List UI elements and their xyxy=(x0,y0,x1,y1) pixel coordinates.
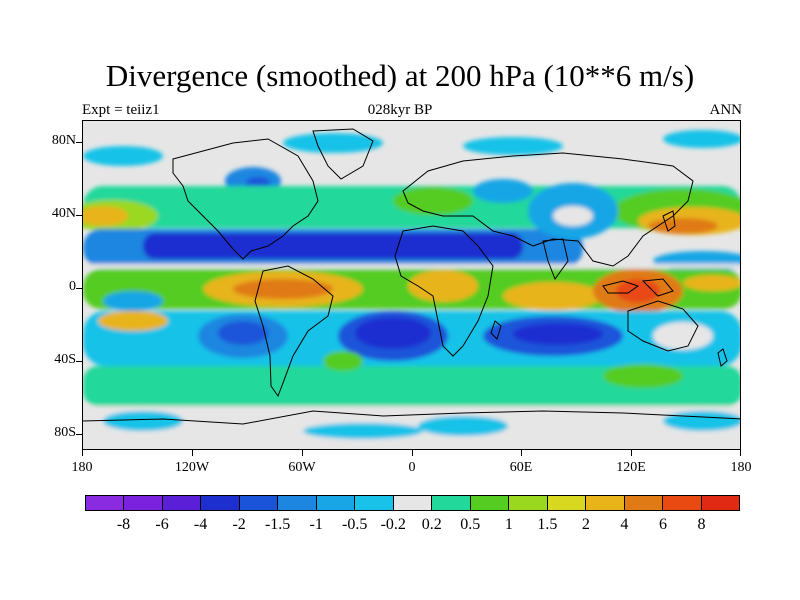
y-tick xyxy=(76,142,82,143)
colorbar-swatch xyxy=(509,496,548,510)
x-tick xyxy=(740,450,741,456)
y-tick xyxy=(76,361,82,362)
time-label: 028kyr BP xyxy=(367,102,433,118)
colorbar-swatch xyxy=(162,496,202,510)
colorbar-label: -0.5 xyxy=(342,516,368,533)
colorbar-label: -0.2 xyxy=(380,516,406,533)
colorbar-label: -4 xyxy=(193,516,208,533)
colorbar-swatch xyxy=(239,496,279,510)
colorbar-swatch xyxy=(547,496,587,510)
colorbar-label: 0.5 xyxy=(460,516,481,533)
colorbar-swatch xyxy=(663,496,702,510)
colorbar-swatch xyxy=(701,496,739,510)
divergence-map xyxy=(82,120,741,450)
colorbar-label: 1 xyxy=(504,516,513,533)
x-label-60e: 60E xyxy=(509,460,533,475)
y-label-80n: 80N xyxy=(51,133,76,148)
colorbar-swatch xyxy=(316,496,356,510)
colorbar xyxy=(85,495,740,511)
colorbar-swatch xyxy=(124,496,163,510)
y-tick xyxy=(76,215,82,216)
x-label-180e: 180 xyxy=(730,460,752,475)
colorbar-label: -2 xyxy=(232,516,246,533)
y-tick xyxy=(76,288,82,289)
x-tick xyxy=(82,450,83,456)
x-label-0: 0 xyxy=(408,460,416,475)
colorbar-swatch xyxy=(586,496,625,510)
x-tick xyxy=(521,450,522,456)
colorbar-swatch xyxy=(86,496,125,510)
colorbar-label: -8 xyxy=(116,516,131,533)
colorbar-label: 8 xyxy=(697,516,706,533)
y-label-0: 0 xyxy=(69,279,76,294)
colorbar-label: -6 xyxy=(155,516,169,533)
season-label: ANN xyxy=(709,102,743,118)
y-label-80s: 80S xyxy=(54,425,76,440)
colorbar-label: 1.5 xyxy=(537,516,558,533)
colorbar-swatch xyxy=(201,496,240,510)
x-label-120e: 120E xyxy=(616,460,646,475)
y-label-40s: 40S xyxy=(54,352,76,367)
colorbar-label: 4 xyxy=(620,516,629,533)
y-tick xyxy=(76,434,82,435)
x-label-60w: 60W xyxy=(288,460,316,475)
colorbar-label: 0.2 xyxy=(421,516,442,533)
x-tick xyxy=(302,450,303,456)
x-tick xyxy=(412,450,413,456)
experiment-label: Expt = teiiz1 xyxy=(82,102,160,118)
colorbar-swatch xyxy=(432,496,471,510)
colorbar-swatch xyxy=(278,496,317,510)
x-tick xyxy=(192,450,193,456)
plot-title: Divergence (smoothed) at 200 hPa (10**6 … xyxy=(105,58,695,93)
colorbar-swatch xyxy=(470,496,510,510)
colorbar-label: 6 xyxy=(658,516,667,533)
colorbar-label: -1 xyxy=(309,516,323,533)
x-label-180w: 180 xyxy=(71,460,93,475)
x-label-120w: 120W xyxy=(174,460,210,475)
map-field xyxy=(83,121,740,449)
colorbar-swatch xyxy=(393,496,433,510)
y-label-40n: 40N xyxy=(51,206,76,221)
colorbar-label: 2 xyxy=(581,516,590,533)
colorbar-label: -1.5 xyxy=(264,516,291,533)
colorbar-swatch xyxy=(624,496,664,510)
colorbar-swatch xyxy=(355,496,394,510)
x-tick xyxy=(631,450,632,456)
